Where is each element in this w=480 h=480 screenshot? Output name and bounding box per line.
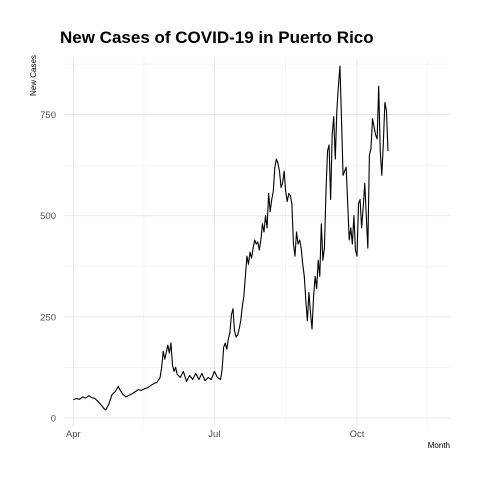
x-tick-label: Jul <box>208 429 220 440</box>
x-tick-label: Oct <box>350 429 365 440</box>
x-axis-label: Month <box>428 441 450 450</box>
grid <box>64 58 450 426</box>
y-tick-label: 750 <box>40 110 56 121</box>
chart-title: New Cases of COVID-19 in Puerto Rico <box>60 28 374 47</box>
x-tick-label: Apr <box>66 429 81 440</box>
y-tick-label: 0 <box>51 413 56 424</box>
series <box>73 65 389 411</box>
y-axis-label: New Cases <box>29 55 38 96</box>
y-tick-label: 500 <box>40 211 56 222</box>
series-line <box>73 65 389 411</box>
y-tick-label: 250 <box>40 312 56 323</box>
tick-labels: 0 250 500 750 Apr Jul Oct <box>40 110 365 440</box>
